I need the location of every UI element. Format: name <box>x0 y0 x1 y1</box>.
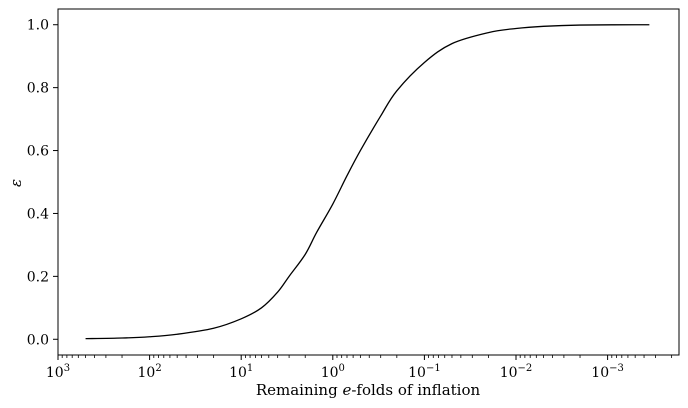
series-line <box>85 24 650 340</box>
x-tick-label: 10−3 <box>591 363 624 381</box>
plot-frame <box>57 8 680 356</box>
y-tick-label: 0.2 <box>27 269 49 285</box>
y-axis-ticks: 0.0 0.2 0.4 0.6 0.8 1.0 <box>27 18 58 348</box>
series-group <box>85 24 650 340</box>
x-tick-label: 10−2 <box>500 363 533 381</box>
x-axis-label: Remaining e-folds of inflation <box>256 381 481 399</box>
x-tick-label: 103 <box>46 363 70 381</box>
y-tick-label: 0.6 <box>27 144 49 160</box>
x-tick-label: 101 <box>229 363 253 381</box>
x-tick-label: 10−1 <box>408 363 441 381</box>
y-axis-label: ε <box>7 179 25 187</box>
y-tick-label: 0.0 <box>27 332 49 348</box>
x-tick-label: 100 <box>321 363 345 381</box>
x-tick-label: 102 <box>137 363 161 381</box>
y-tick-label: 0.4 <box>27 206 49 222</box>
y-tick-label: 1.0 <box>27 18 49 34</box>
x-axis-ticks: 103 102 101 100 10−1 10−2 10−3 <box>46 355 624 381</box>
y-tick-label: 0.8 <box>27 81 49 97</box>
